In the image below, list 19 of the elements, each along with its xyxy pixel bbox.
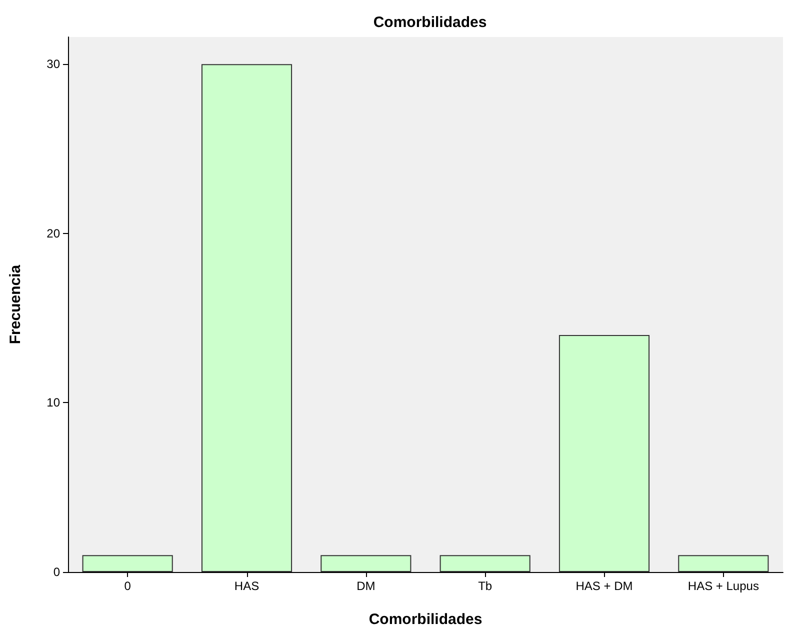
- bar: [558, 334, 650, 572]
- x-axis-title: Comorbilidades: [368, 611, 482, 628]
- x-tick-label: Tb: [478, 579, 492, 593]
- y-tick-label: 30: [46, 57, 60, 72]
- bar: [440, 555, 530, 572]
- x-tick-label: HAS + DM: [576, 579, 633, 593]
- bar: [320, 555, 412, 572]
- bar: [201, 64, 292, 572]
- x-tick-label: HAS + Lupus: [688, 579, 759, 593]
- chart-title: Comorbilidades: [373, 14, 487, 31]
- y-tick-label: 0: [53, 565, 60, 579]
- x-tick-label: HAS: [234, 579, 260, 593]
- y-axis-title: Frecuencia: [7, 264, 24, 344]
- x-tick-label: 0: [124, 579, 132, 593]
- x-tick-label: DM: [356, 579, 376, 593]
- bar: [82, 555, 173, 572]
- y-tick-label: 10: [46, 396, 60, 410]
- y-tick-label: 20: [46, 226, 60, 240]
- bar: [678, 555, 769, 572]
